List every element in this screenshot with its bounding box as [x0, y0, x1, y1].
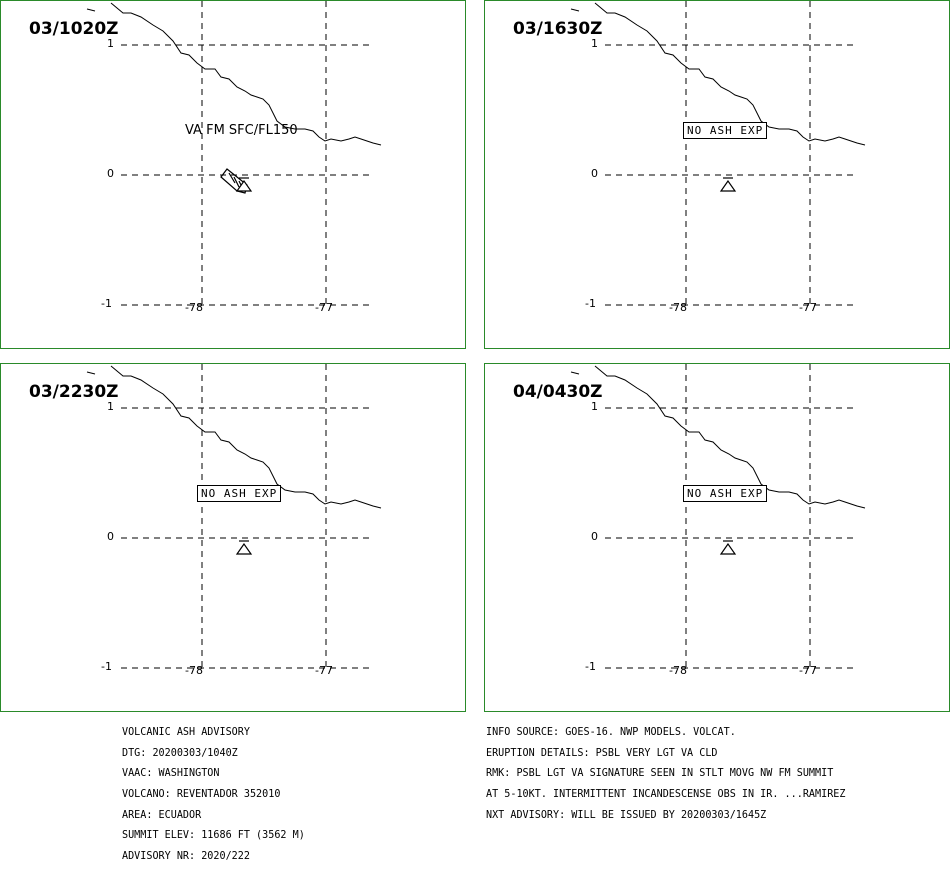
no-ash-box: NO ASH EXP [683, 122, 768, 139]
forecast-time-label: 03/2230Z [29, 382, 119, 402]
lat-tick-label: -1 [101, 660, 112, 673]
map-canvas [86, 1, 382, 306]
volcano-icon [235, 177, 253, 192]
map-panel-1: 03/1020Z VA FM SFC/FL150 1 0 -1 -78 -77 [0, 0, 466, 349]
tick-mark [570, 371, 580, 375]
advisory-line: VOLCANO: REVENTADOR 352010 [122, 787, 281, 801]
lon-tick-label: -78 [185, 664, 203, 677]
map-panel-4: 04/0430Z NO ASH EXP 1 0 -1 -78 -77 [484, 363, 950, 712]
map-canvas [86, 364, 382, 669]
advisory-line: NXT ADVISORY: WILL BE ISSUED BY 20200303… [486, 807, 767, 821]
tick-mark [86, 8, 96, 12]
lat-tick-label: 0 [107, 167, 114, 180]
coastline [594, 365, 866, 509]
coastline [110, 2, 382, 146]
lon-tick-label: -78 [669, 664, 687, 677]
lon-tick-label: -77 [799, 301, 817, 314]
lat-tick-label: -1 [585, 297, 596, 310]
lon-tick-label: -78 [185, 301, 203, 314]
lat-tick-label: 1 [591, 400, 598, 413]
lon-tick-label: -78 [669, 301, 687, 314]
advisory-line: AT 5-10KT. INTERMITTENT INCANDESCENSE OB… [486, 787, 846, 801]
lon-tick-label: -77 [799, 664, 817, 677]
map-canvas [570, 364, 866, 669]
coastline [594, 2, 866, 146]
advisory-line: INFO SOURCE: GOES-16. NWP MODELS. VOLCAT… [486, 725, 736, 739]
coastline [110, 365, 382, 509]
ash-cloud-label: VA FM SFC/FL150 [185, 123, 298, 138]
volcano-icon [235, 540, 253, 555]
lat-tick-label: 0 [591, 530, 598, 543]
tick-mark [86, 371, 96, 375]
lon-tick-label: -77 [315, 664, 333, 677]
advisory-line: SUMMIT ELEV: 11686 FT (3562 M) [122, 828, 305, 842]
tick-mark [570, 8, 580, 12]
lat-tick-label: 0 [591, 167, 598, 180]
advisory-line: DTG: 20200303/1040Z [122, 745, 238, 759]
forecast-time-label: 04/0430Z [513, 382, 603, 402]
map-canvas [570, 1, 866, 306]
map-panel-3: 03/2230Z NO ASH EXP 1 0 -1 -78 -77 [0, 363, 466, 712]
lat-tick-label: -1 [101, 297, 112, 310]
forecast-time-label: 03/1020Z [29, 19, 119, 39]
no-ash-box: NO ASH EXP [197, 485, 282, 502]
lat-tick-label: 1 [591, 37, 598, 50]
forecast-time-label: 03/1630Z [513, 19, 603, 39]
advisory-details-text: INFO SOURCE: GOES-16. NWP MODELS. VOLCAT… [486, 717, 845, 830]
lon-tick-label: -77 [315, 301, 333, 314]
advisory-line: VOLCANIC ASH ADVISORY [122, 725, 250, 739]
advisory-line: ADVISORY NR: 2020/222 [122, 848, 250, 862]
no-ash-box: NO ASH EXP [683, 485, 768, 502]
volcano-icon [719, 540, 737, 555]
advisory-line: RMK: PSBL LGT VA SIGNATURE SEEN IN STLT … [486, 766, 834, 780]
lat-tick-label: 1 [107, 400, 114, 413]
lat-tick-label: 1 [107, 37, 114, 50]
lat-tick-label: 0 [107, 530, 114, 543]
volcano-icon [719, 177, 737, 192]
advisory-line: VAAC: WASHINGTON [122, 766, 220, 780]
advisory-line: ERUPTION DETAILS: PSBL VERY LGT VA CLD [486, 745, 718, 759]
advisory-header-text: VOLCANIC ASH ADVISORY DTG: 20200303/1040… [122, 717, 305, 871]
lat-tick-label: -1 [585, 660, 596, 673]
advisory-line: AREA: ECUADOR [122, 807, 202, 821]
map-panel-2: 03/1630Z NO ASH EXP 1 0 -1 -78 -77 [484, 0, 950, 349]
